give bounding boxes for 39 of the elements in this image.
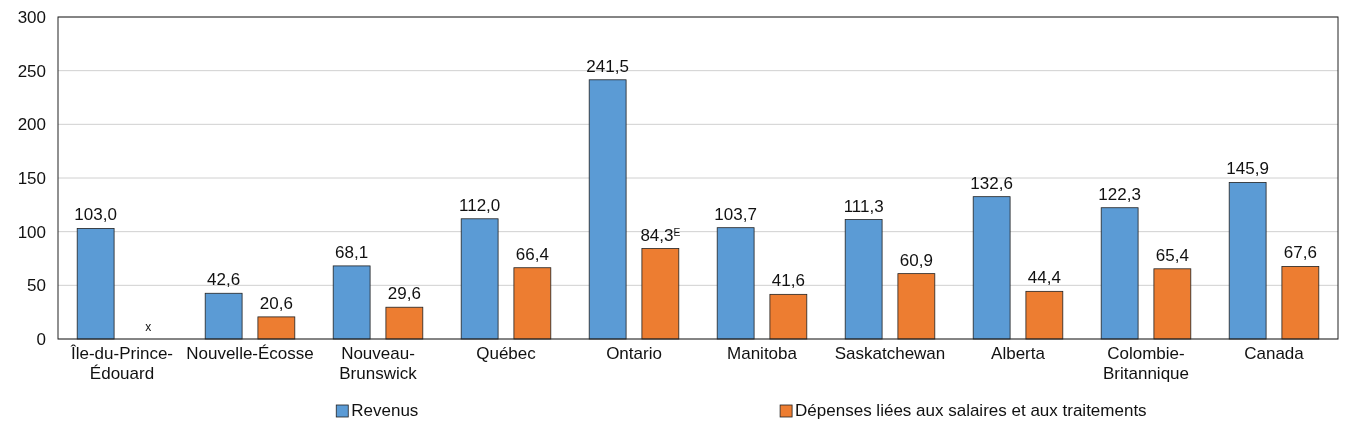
data-label: 42,6 xyxy=(207,270,241,290)
x-tick-label: Saskatchewan xyxy=(834,344,946,363)
x-tick-label: Québec xyxy=(476,344,537,363)
data-label: 29,6 xyxy=(387,284,421,304)
x-tick-label: Île-du-Prince- Édouard xyxy=(69,344,174,383)
data-label: 145,9 xyxy=(1226,159,1269,179)
data-label: 65,4 xyxy=(1155,245,1189,265)
legend-label: Dépenses liées aux salaires et aux traitements xyxy=(795,401,1147,420)
data-label: 66,4 xyxy=(515,244,549,264)
x-tick-label: Ontario xyxy=(606,344,662,363)
data-label: 60,9 xyxy=(899,250,933,270)
text: x xyxy=(145,320,152,334)
data-label: 132,6 xyxy=(970,173,1013,193)
y-tick-label: 300 xyxy=(17,7,46,27)
data-label: 111,3 xyxy=(843,196,884,216)
x-tick-label: Canada xyxy=(1244,344,1305,363)
legend-label: Revenus xyxy=(351,401,419,420)
data-label: 20,6 xyxy=(259,293,293,313)
x-tick-label: Manitoba xyxy=(727,344,798,363)
y-tick-label: 250 xyxy=(17,61,46,81)
data-label: 84,3$^{E}$ xyxy=(640,225,681,245)
y-tick-label: 100 xyxy=(17,222,46,242)
data-label: 67,6 xyxy=(1283,243,1317,263)
y-tick-label: 200 xyxy=(17,115,46,135)
data-label: 241,5 xyxy=(586,56,629,76)
data-label: 103,0 xyxy=(74,205,117,225)
x-tick-label: Alberta xyxy=(991,344,1046,363)
y-tick-label: 150 xyxy=(17,168,46,188)
data-label: 112,0 xyxy=(459,195,501,215)
x-tick-label: Colombie- Britannique xyxy=(1102,344,1190,383)
data-label: 44,4 xyxy=(1027,268,1061,288)
x-tick-label: Nouvelle-Écosse xyxy=(186,344,314,363)
y-tick-label: 50 xyxy=(27,276,46,296)
data-label: 103,7 xyxy=(714,204,757,224)
data-label: 122,3 xyxy=(1098,184,1141,204)
data-label: 68,1 xyxy=(335,242,369,262)
y-tick-label: 0 xyxy=(36,329,46,349)
data-label: 41,6 xyxy=(771,271,805,291)
x-tick-label: Nouveau- Brunswick xyxy=(339,344,418,383)
